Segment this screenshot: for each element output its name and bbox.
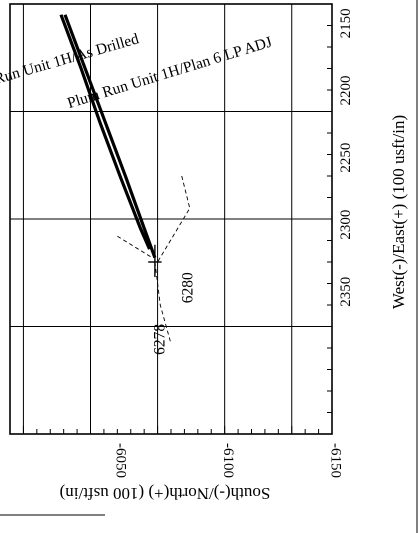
y-tick-label: 2250 (338, 143, 354, 173)
leader-line (154, 261, 172, 344)
y-axis-label: West(-)/East(+) (100 usft/in) (389, 115, 408, 309)
annotation-label: 6280 (179, 272, 196, 303)
annotation-label: 6278 (151, 324, 168, 355)
y-tick-label: 2150 (338, 8, 354, 38)
x-tick-labels: -6050-6100-6150-6200 (113, 443, 344, 478)
y-tick-label: 2300 (338, 210, 354, 240)
leader-lines (117, 175, 191, 344)
x-tick-label: -6150 (328, 443, 344, 478)
annotations: Plum Run Unit 1H/Plan 6 LP ADJPlum Run U… (0, 30, 274, 355)
x-tick-label: -6050 (113, 443, 129, 478)
x-tick-label: -6100 (220, 443, 236, 478)
series-lines (59, 14, 162, 278)
grid-lines (10, 4, 332, 434)
x-axis-label: South(-)/North(+) (100 usft/in) (60, 484, 271, 503)
series-line (63, 14, 157, 259)
y-tick-label: 2200 (338, 76, 354, 106)
series-line (59, 14, 151, 250)
y-tick-label: 2350 (338, 277, 354, 307)
axis-ticks (9, 3, 333, 435)
y-tick-labels: 2150 2200 2250 2300 2350 (338, 8, 354, 306)
